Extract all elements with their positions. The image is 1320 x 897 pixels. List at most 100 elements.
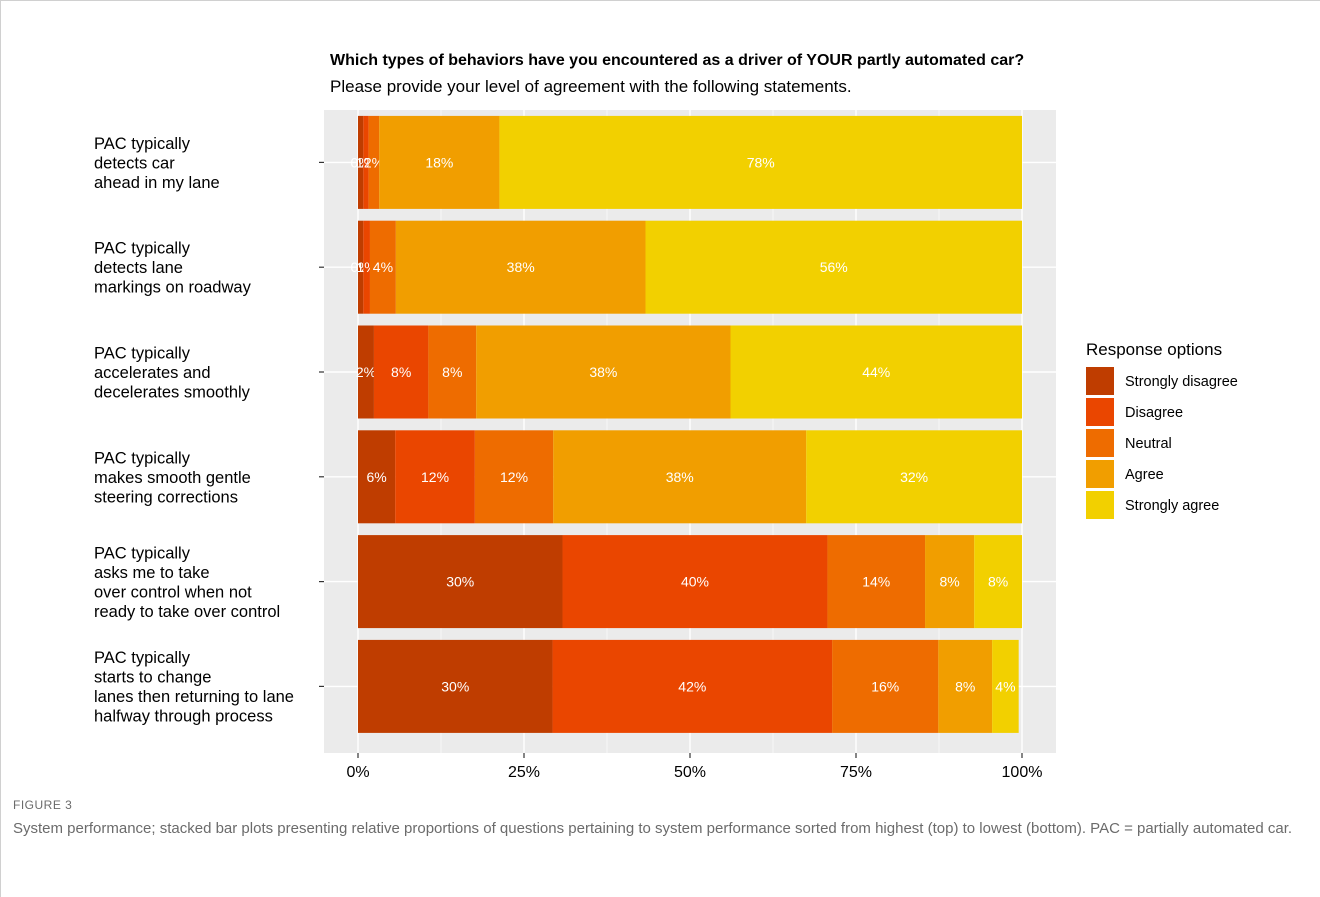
bar-value-label: 40% xyxy=(681,574,709,590)
y-category-label: over control when not xyxy=(94,583,252,601)
bar-segment-strongly-disagree xyxy=(358,115,364,209)
bar-segment-agree xyxy=(395,220,646,314)
bar-segment-strongly-agree xyxy=(645,220,1022,314)
bar-value-label: 30% xyxy=(446,574,474,590)
bar-value-label: 4% xyxy=(373,259,393,275)
bar-value-label: 6% xyxy=(366,469,386,485)
bar-segment-neutral xyxy=(428,325,477,419)
chart-subtitle: Please provide your level of agreement w… xyxy=(330,77,852,96)
y-category-label: decelerates smoothly xyxy=(94,384,251,402)
y-category-label: accelerates and xyxy=(94,364,211,382)
bar-value-label: 56% xyxy=(820,259,848,275)
bar-segment-disagree xyxy=(552,639,833,733)
bar-segment-disagree xyxy=(363,115,369,209)
bar-value-label: 2% xyxy=(356,364,376,380)
bar-value-label: 38% xyxy=(507,259,535,275)
legend-swatch xyxy=(1086,429,1114,457)
bar-segment-strongly-agree xyxy=(992,639,1019,733)
bar-segment-agree xyxy=(553,430,807,524)
y-category-label: makes smooth gentle xyxy=(94,469,251,487)
y-category-label: PAC typically xyxy=(94,240,191,258)
bar-value-label: 30% xyxy=(441,678,469,694)
bar-value-label: 8% xyxy=(955,678,975,694)
bar-value-label: 42% xyxy=(678,678,706,694)
figure-frame-top xyxy=(0,0,1320,1)
y-category-label: PAC typically xyxy=(94,544,191,562)
chart-title: Which types of behaviors have you encoun… xyxy=(330,52,1024,69)
bar-segment-agree xyxy=(938,639,993,733)
bar-segment-neutral xyxy=(827,535,926,629)
y-category-label: starts to change xyxy=(94,669,211,687)
bar-value-label: 78% xyxy=(747,154,775,170)
bar-value-label: 18% xyxy=(425,154,453,170)
bar-segment-strongly-agree xyxy=(806,430,1022,524)
bar-segment-strongly-disagree xyxy=(358,430,396,524)
legend-title: Response options xyxy=(1086,340,1222,359)
bar-segment-strongly-disagree xyxy=(358,220,364,314)
figure-caption: FIGURE 3 System performance; stacked bar… xyxy=(13,798,1293,839)
x-tick-label: 75% xyxy=(840,764,872,781)
bars: 0%1%2% 18% 78%0%1%4% 38% 56%2% 8% 8% 38% 44%6% 12… xyxy=(351,115,1022,733)
bar-segment-strongly-disagree xyxy=(358,639,553,733)
y-category-label: PAC typically xyxy=(94,135,191,153)
y-category-label: steering corrections xyxy=(94,488,238,506)
y-category-label: detects lane xyxy=(94,259,183,277)
bar-segment-neutral xyxy=(368,115,380,209)
figure-label: FIGURE 3 xyxy=(13,798,73,812)
bar-segment-strongly-agree xyxy=(499,115,1022,209)
legend-label: Disagree xyxy=(1125,405,1183,421)
bar-segment-agree xyxy=(379,115,500,209)
figure-caption-text: System performance; stacked bar plots pr… xyxy=(13,820,1293,837)
bar-segment-strongly-agree xyxy=(730,325,1022,419)
y-category-label: ready to take over control xyxy=(94,603,280,621)
bar-value-label: 38% xyxy=(589,364,617,380)
y-category-label: markings on roadway xyxy=(94,279,252,297)
bar-segment-strongly-disagree xyxy=(358,535,563,629)
bar-segment-agree xyxy=(925,535,975,629)
bar-segment-disagree xyxy=(363,220,370,314)
bar-segment-neutral xyxy=(369,220,396,314)
bar-value-label: 8% xyxy=(442,364,462,380)
y-category-label: ahead in my lane xyxy=(94,174,220,192)
x-tick-label: 50% xyxy=(674,764,706,781)
bar-segment-strongly-disagree xyxy=(358,325,374,419)
y-category-label: PAC typically xyxy=(94,449,191,467)
bar-value-label: 32% xyxy=(900,469,928,485)
legend-swatch xyxy=(1086,367,1114,395)
legend-swatch xyxy=(1086,491,1114,519)
legend-label: Strongly disagree xyxy=(1125,374,1238,390)
bar-segment-strongly-agree xyxy=(974,535,1022,629)
x-tick-label: 0% xyxy=(346,764,369,781)
bar-segment-disagree xyxy=(395,430,475,524)
bar-value-label: 12% xyxy=(421,469,449,485)
y-category-label: PAC typically xyxy=(94,649,191,667)
bar-segment-agree xyxy=(476,325,731,419)
y-category-label: lanes then returning to lane xyxy=(94,688,294,706)
figure-frame-left xyxy=(0,0,1,897)
y-category-label: PAC typically xyxy=(94,345,191,363)
legend-label: Agree xyxy=(1125,467,1164,483)
bar-segment-neutral xyxy=(474,430,554,524)
x-axis: 0% 25% 50% 75% 100% xyxy=(346,753,1042,781)
x-tick-label: 25% xyxy=(508,764,540,781)
bar-value-label: 16% xyxy=(871,678,899,694)
bar-value-label: 12% xyxy=(500,469,528,485)
x-tick-label: 100% xyxy=(1002,764,1043,781)
bar-value-label: 14% xyxy=(862,574,890,590)
y-category-label: detects car xyxy=(94,154,175,172)
stacked-bar-chart: Which types of behaviors have you encoun… xyxy=(94,52,1238,781)
legend-swatch xyxy=(1086,460,1114,488)
legend: Response options Strongly disagree Disagr… xyxy=(1086,340,1238,519)
bar-segment-neutral xyxy=(832,639,939,733)
bar-value-label: 44% xyxy=(862,364,890,380)
legend-label: Strongly agree xyxy=(1125,498,1219,514)
bar-segment-disagree xyxy=(373,325,429,419)
bar-value-label: 4% xyxy=(995,678,1015,694)
bar-segment-disagree xyxy=(562,535,828,629)
y-category-label: asks me to take xyxy=(94,564,210,582)
bar-value-label: 8% xyxy=(988,574,1008,590)
legend-label: Neutral xyxy=(1125,436,1172,452)
bar-value-label: 38% xyxy=(666,469,694,485)
y-category-label: halfway through process xyxy=(94,708,273,726)
